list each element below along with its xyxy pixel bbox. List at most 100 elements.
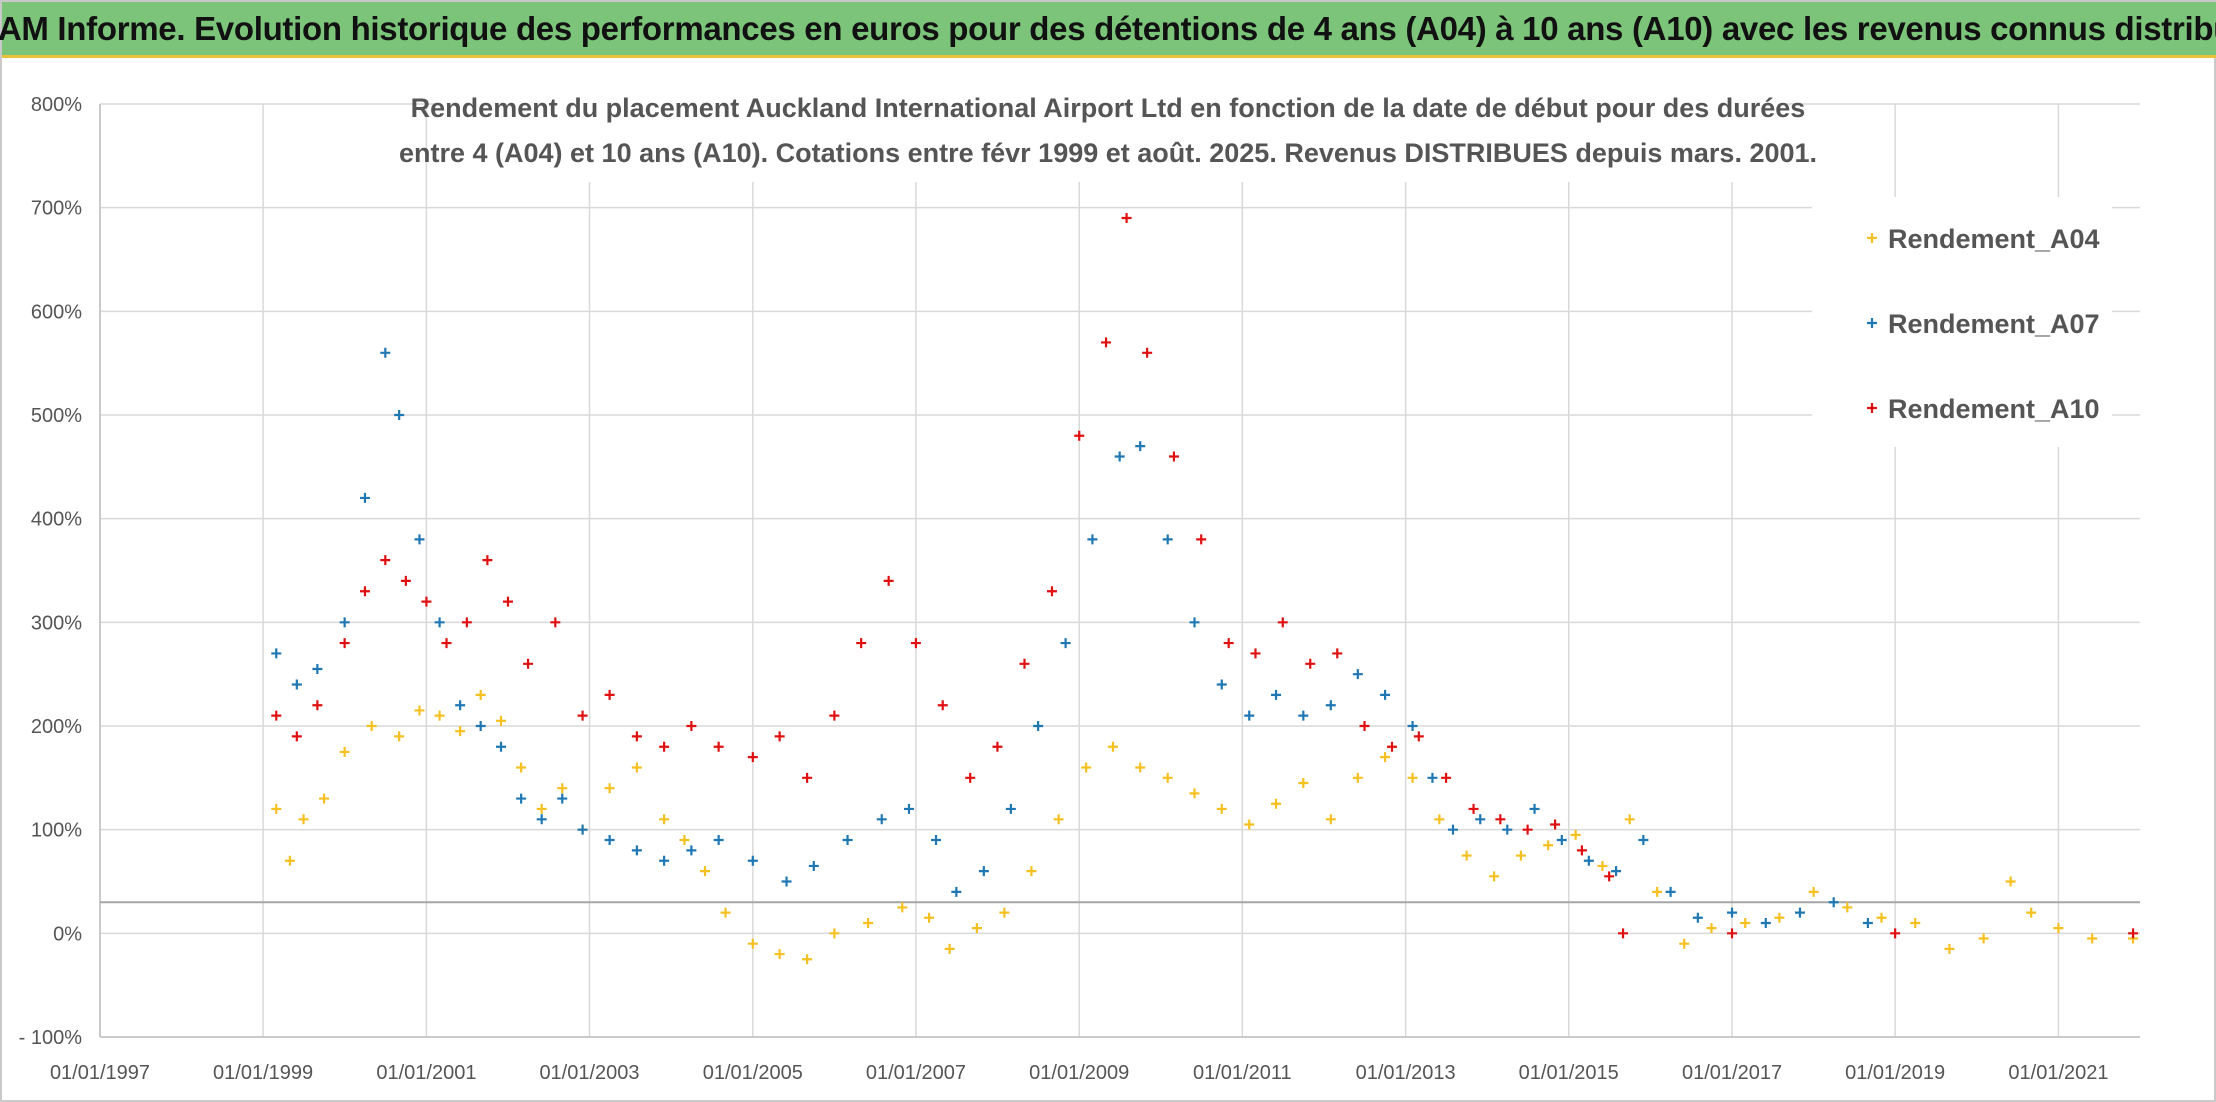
data-point bbox=[2128, 928, 2139, 939]
data-point bbox=[536, 814, 547, 825]
data-point bbox=[659, 855, 670, 866]
data-point bbox=[2005, 876, 2016, 887]
y-tick-label: 600% bbox=[31, 301, 82, 323]
data-point bbox=[516, 762, 527, 773]
data-point bbox=[1910, 917, 1921, 928]
data-point bbox=[971, 923, 982, 934]
data-point bbox=[781, 876, 792, 887]
data-point bbox=[1727, 907, 1738, 918]
data-point bbox=[461, 617, 472, 628]
data-points bbox=[271, 213, 2139, 965]
data-point bbox=[937, 700, 948, 711]
x-tick-label: 01/01/2007 bbox=[866, 1062, 966, 1084]
data-point bbox=[1867, 318, 1877, 328]
data-point bbox=[1867, 233, 1877, 243]
data-point bbox=[686, 845, 697, 856]
data-point bbox=[1107, 741, 1118, 752]
data-point bbox=[604, 835, 615, 846]
data-point bbox=[557, 783, 568, 794]
data-point bbox=[1135, 441, 1146, 452]
data-point bbox=[1576, 845, 1587, 856]
data-point bbox=[1543, 840, 1554, 851]
data-point bbox=[1978, 933, 1989, 944]
data-point bbox=[1706, 923, 1717, 934]
data-point bbox=[951, 886, 962, 897]
data-point bbox=[400, 575, 411, 586]
data-point bbox=[1081, 762, 1092, 773]
x-axis-ticks: 01/01/1997 01/01/1999 01/01/2001 01/01/2003… bbox=[50, 1062, 2109, 1084]
data-point bbox=[1611, 866, 1622, 877]
y-tick-label: 200% bbox=[31, 716, 82, 738]
data-point bbox=[291, 731, 302, 742]
data-point bbox=[903, 803, 914, 814]
data-point bbox=[1529, 803, 1540, 814]
data-point bbox=[1352, 669, 1363, 680]
data-point bbox=[298, 814, 309, 825]
data-point bbox=[1413, 731, 1424, 742]
data-point bbox=[394, 410, 405, 420]
data-point bbox=[339, 746, 350, 757]
data-point bbox=[536, 803, 547, 814]
data-point bbox=[577, 824, 588, 835]
data-point bbox=[1189, 617, 1200, 628]
data-point bbox=[679, 835, 690, 846]
data-point bbox=[1448, 824, 1458, 835]
x-tick-label: 01/01/2017 bbox=[1682, 1062, 1782, 1084]
data-point bbox=[1244, 710, 1255, 721]
data-point bbox=[924, 912, 935, 923]
data-point bbox=[577, 710, 588, 721]
x-tick-label: 01/01/2005 bbox=[703, 1062, 803, 1084]
data-point bbox=[339, 638, 350, 649]
data-point bbox=[1142, 347, 1153, 358]
data-point bbox=[883, 575, 894, 586]
data-point bbox=[1774, 912, 1785, 923]
x-tick-label: 01/01/1999 bbox=[213, 1062, 313, 1084]
data-point bbox=[747, 855, 758, 866]
data-point bbox=[455, 700, 466, 711]
data-point bbox=[1556, 835, 1567, 846]
data-point bbox=[720, 907, 731, 918]
data-point bbox=[1867, 403, 1877, 413]
data-point bbox=[631, 762, 642, 773]
data-point bbox=[1638, 835, 1649, 846]
data-point bbox=[319, 793, 330, 804]
data-point bbox=[842, 835, 853, 846]
y-tick-label: 300% bbox=[31, 612, 82, 634]
data-point bbox=[1380, 752, 1391, 763]
data-point bbox=[1515, 850, 1526, 861]
data-point bbox=[631, 845, 642, 856]
data-point bbox=[1890, 928, 1901, 939]
x-tick-label: 01/01/2003 bbox=[539, 1062, 639, 1084]
data-point bbox=[441, 638, 452, 649]
chart-subtitle-line-1: Rendement du placement Auckland Internat… bbox=[411, 93, 1806, 123]
subtitle-background bbox=[440, 82, 1780, 182]
data-point bbox=[1074, 430, 1085, 441]
data-point bbox=[1244, 819, 1255, 830]
data-point bbox=[1652, 886, 1663, 897]
data-point bbox=[802, 772, 813, 783]
data-point bbox=[829, 710, 840, 721]
y-axis-ticks: - 100% 0% 100% 200% 300% 400% 500% 600% 700% 800% bbox=[19, 94, 83, 1049]
data-point bbox=[414, 705, 425, 716]
data-point bbox=[1332, 648, 1343, 659]
data-point bbox=[897, 902, 908, 913]
data-point bbox=[496, 715, 507, 726]
data-point bbox=[1196, 534, 1207, 545]
data-point bbox=[1135, 762, 1146, 773]
data-point bbox=[1407, 772, 1418, 783]
data-point bbox=[1359, 721, 1370, 731]
data-point bbox=[1597, 860, 1608, 871]
data-point bbox=[1298, 710, 1309, 721]
data-point bbox=[856, 638, 867, 649]
legend: Rendement_A04 Rendement_A07 Rendement_A10 bbox=[1812, 197, 2112, 447]
data-point bbox=[482, 555, 493, 566]
data-point bbox=[271, 710, 282, 721]
data-point bbox=[1216, 679, 1227, 690]
data-point bbox=[1665, 886, 1676, 897]
data-point bbox=[978, 866, 989, 877]
data-point bbox=[1495, 814, 1506, 825]
data-point bbox=[1114, 451, 1125, 462]
data-point bbox=[1053, 814, 1064, 825]
data-point bbox=[829, 928, 840, 939]
